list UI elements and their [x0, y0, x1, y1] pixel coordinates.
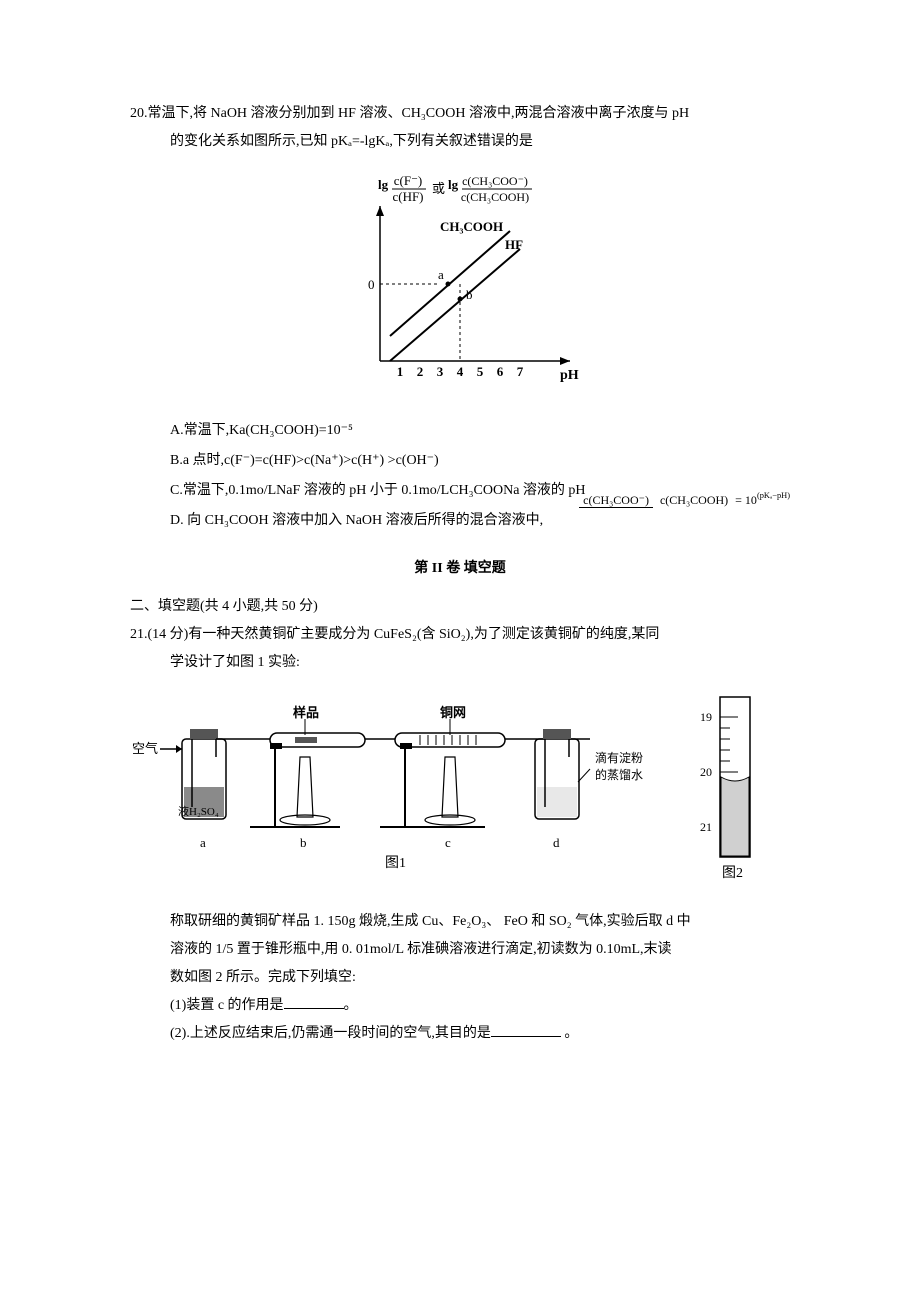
option-b: B.a 点时,c(F⁻)=c(HF)>c(Na⁺)>c(H⁺) >c(OH⁻): [130, 447, 790, 475]
question-20: 20.常温下,将 NaOH 溶液分别加到 HF 溶液、CH₃COOH 溶液中,两…: [130, 100, 790, 535]
q21-sub2: (2).上述反应结束后,仍需通一段时间的空气,其目的是 。: [130, 1020, 790, 1048]
q21-para2: 溶液的 1/5 置于锥形瓶中,用 0. 01mol/L 标准碘溶液进行滴定,初读…: [130, 936, 790, 964]
xtick-2: 2: [417, 364, 424, 379]
y-axis-arrow: [376, 206, 384, 216]
xtick-3: 3: [437, 364, 444, 379]
q20-chart: lg c(F⁻) c(HF) 或 lg c(CH₃COO⁻) c(CH₃COOH…: [130, 171, 790, 402]
q20-stem: 20.常温下,将 NaOH 溶液分别加到 HF 溶液、CH₃COOH 溶液中,两…: [130, 100, 790, 128]
stopper-a: [190, 729, 218, 739]
question-21: 21.(14 分)有一种天然黄铜矿主要成分为 CuFeS₂(含 SiO₂),为了…: [130, 621, 790, 1048]
y-label-den-2: c(CH₃COOH): [461, 190, 529, 204]
clamp-b: [270, 743, 282, 749]
pos-d: d: [553, 835, 560, 850]
apparatus-svg: 空气 液H₂SO₄ a 样品: [130, 687, 660, 887]
q20-stem-line2: 的变化关系如图所示,已知 pKₐ=-lgKₐ,下列有关叙述错误的是: [130, 128, 790, 156]
option-a: A.常温下,Ka(CH₃COOH)=10⁻⁵: [130, 417, 790, 445]
tick-label-21: 21: [700, 820, 712, 834]
clamp-c: [400, 743, 412, 749]
q20-number: 20.: [130, 106, 148, 121]
blank-2[interactable]: [491, 1022, 561, 1037]
y-label-lg-1: lg: [378, 177, 389, 192]
q21-number: 21.: [130, 627, 148, 642]
q21-stem-line2: 学设计了如图 1 实验:: [130, 649, 790, 677]
bottle-a-liquid-label: 液H₂SO₄: [178, 804, 219, 818]
q21-points: (14 分): [148, 627, 189, 642]
fig1-label: 图1: [385, 856, 406, 871]
xtick-7: 7: [517, 364, 524, 379]
line-chart-svg: lg c(F⁻) c(HF) 或 lg c(CH₃COO⁻) c(CH₃COOH…: [310, 171, 610, 391]
q21-sub1-end: 。: [344, 998, 358, 1013]
xtick-4: 4: [457, 364, 464, 379]
point-a-dot: [446, 282, 451, 287]
line-hf: [390, 249, 520, 361]
y-label-num-2: c(CH₃COO⁻): [462, 174, 528, 188]
pos-a: a: [200, 835, 206, 850]
y-zero-label: 0: [368, 277, 375, 292]
pos-b: b: [300, 835, 307, 850]
q21-stem-line1-wrap: 21.(14 分)有一种天然黄铜矿主要成分为 CuFeS₂(含 SiO₂),为了…: [130, 621, 790, 649]
y-label-num-1: c(F⁻): [394, 173, 423, 188]
section-2-subtitle: 二、填空题(共 4 小题,共 50 分): [130, 593, 790, 621]
sample-pile: [295, 737, 317, 743]
q21-stem-line1: 有一种天然黄铜矿主要成分为 CuFeS₂(含 SiO₂),为了测定该黄铜矿的纯度…: [188, 627, 659, 642]
air-in-label: 空气: [132, 741, 158, 756]
meniscus-fill: [721, 777, 749, 856]
air-arrow-head: [176, 745, 182, 753]
line-label-ch3cooh: CH₃COOH: [440, 219, 503, 234]
mesh-pattern: [420, 735, 476, 745]
q21-sub2-end: 。: [561, 1026, 579, 1041]
xtick-1: 1: [397, 364, 404, 379]
burner-b: [297, 757, 313, 817]
sample-label: 样品: [293, 705, 319, 720]
burner-c: [442, 757, 458, 817]
burette-svg: 19 20 21 图2: [680, 687, 790, 887]
x-axis-arrow: [560, 357, 570, 365]
d-frac-num: c(CH₃COO⁻): [579, 493, 653, 508]
q21-para3: 数如图 2 所示。完成下列填空:: [130, 964, 790, 992]
figure-2: 19 20 21 图2: [680, 687, 790, 898]
point-b-label: b: [466, 287, 473, 302]
d-exp: (pKₐ−pH): [757, 491, 790, 500]
bottle-d-label1: 滴有淀粉: [595, 750, 643, 765]
xtick-6: 6: [497, 364, 504, 379]
point-a-label: a: [438, 267, 444, 282]
option-d: c(CH₃COO⁻) c(CH₃COOH) = 10(pKₐ−pH) D. 向 …: [130, 507, 790, 535]
q21-sub1-label: (1)装置 c 的作用是: [170, 998, 284, 1013]
y-label-or: 或: [432, 181, 445, 196]
figure-1: 空气 液H₂SO₄ a 样品: [130, 687, 660, 898]
bottle-d-liquid: [537, 787, 577, 817]
section-2-title: 第 II 卷 填空题: [130, 555, 790, 583]
y-label-den-1: c(HF): [392, 189, 423, 204]
y-label-lg-2: lg: [448, 177, 459, 192]
q20-stem-line1: 常温下,将 NaOH 溶液分别加到 HF 溶液、CH₃COOH 溶液中,两混合溶…: [148, 106, 690, 121]
option-d-prefix: D. 向 CH₃COOH 溶液中加入 NaOH 溶液后所得的混合溶液中,: [170, 513, 543, 528]
stopper-d: [543, 729, 571, 739]
point-b-dot: [458, 297, 463, 302]
tick-label-20: 20: [700, 765, 712, 779]
fig2-label: 图2: [722, 866, 743, 881]
option-d-equation: c(CH₃COO⁻) c(CH₃COOH) = 10(pKₐ−pH): [579, 487, 790, 512]
pos-c: c: [445, 835, 451, 850]
q21-para1: 称取研细的黄铜矿样品 1. 150g 煅烧,生成 Cu、Fe₂O₃、 FeO 和…: [130, 908, 790, 936]
d-label-pointer: [578, 769, 590, 782]
line-label-hf: HF: [505, 237, 523, 252]
q21-sub2-label: (2).上述反应结束后,仍需通一段时间的空气,其目的是: [170, 1026, 491, 1041]
blank-1[interactable]: [284, 994, 344, 1009]
x-axis-label: pH: [560, 368, 579, 383]
d-frac-den: c(CH₃COOH): [656, 493, 732, 507]
d-eq: = 10: [735, 488, 757, 512]
tick-label-19: 19: [700, 710, 712, 724]
q21-sub1: (1)装置 c 的作用是 。: [130, 992, 790, 1020]
q21-figures-row: 空气 液H₂SO₄ a 样品: [130, 687, 790, 898]
xtick-5: 5: [477, 364, 484, 379]
copper-mesh-label: 铜网: [439, 705, 466, 720]
bottle-d-label2: 的蒸馏水: [595, 767, 643, 782]
combustion-tube-b: [270, 733, 365, 747]
